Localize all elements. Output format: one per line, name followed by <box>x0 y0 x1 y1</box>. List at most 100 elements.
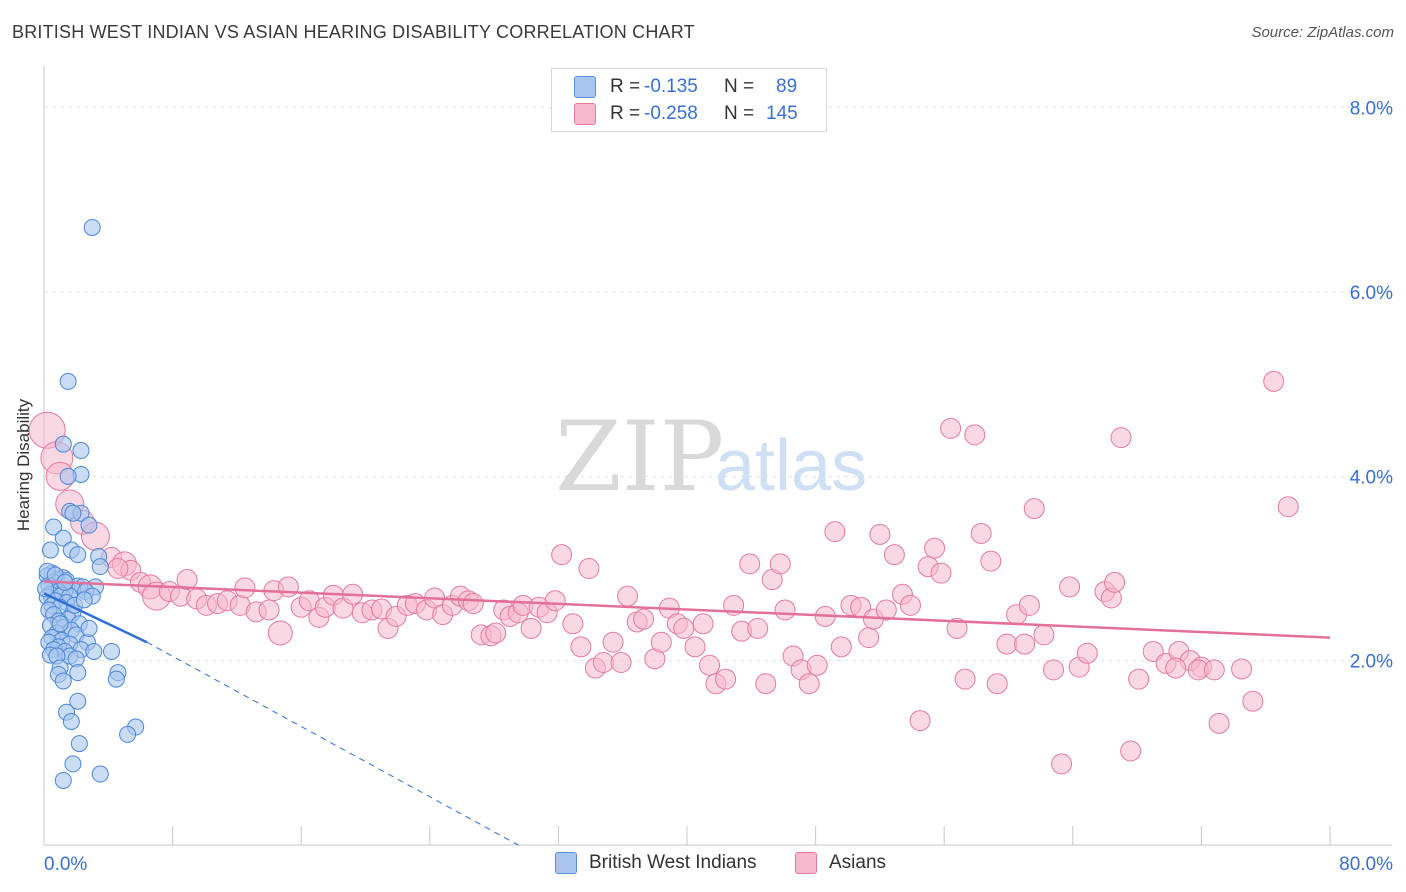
data-point-british-west-indian <box>54 435 72 453</box>
data-point-asian <box>551 544 573 566</box>
data-point-asian <box>1110 427 1132 449</box>
tick-labels: 2.0% 4.0% 6.0% 8.0% 0.0% 80.0% <box>44 99 1393 875</box>
y-axis-title: Hearing Disability <box>14 398 33 532</box>
legend-row-british-west-indians: R = -0.135 N = 89 <box>574 74 797 100</box>
legend-swatch-blue <box>574 76 596 98</box>
data-point-asian <box>899 594 921 616</box>
data-point-asian <box>578 557 600 579</box>
legend-swatch-pink <box>574 103 596 125</box>
y-axis-title-wrap: Hearing Disability <box>14 0 38 892</box>
data-point-asian <box>562 613 584 635</box>
data-point-british-west-indian <box>80 619 98 637</box>
stats-legend: R = -0.135 N = 89 R = -0.258 N = 145 <box>551 68 827 132</box>
data-point-asian <box>176 569 198 591</box>
data-point-asian <box>940 417 962 439</box>
x-tick-label-min: 0.0% <box>44 854 87 875</box>
data-point-asian <box>883 544 905 566</box>
data-point-asian <box>570 636 592 658</box>
data-point-asian <box>715 668 737 690</box>
data-point-asian <box>858 627 880 649</box>
data-point-asian <box>806 654 828 676</box>
data-point-asian <box>996 633 1018 655</box>
data-point-asian <box>986 673 1008 695</box>
data-point-asian <box>964 424 986 446</box>
data-point-asian <box>1104 571 1126 593</box>
data-point-british-west-indian <box>54 529 72 547</box>
data-point-asian <box>592 652 614 674</box>
x-tick-label-max: 80.0% <box>1339 854 1393 875</box>
trend-line-pink <box>43 580 1331 639</box>
y-tick-label: 2.0% <box>1350 652 1393 673</box>
data-point-asian <box>650 631 672 653</box>
bottom-legend-label: British West Indians <box>589 852 757 873</box>
bottom-legend-swatch-pink <box>795 852 817 874</box>
data-point-asian <box>824 521 846 543</box>
data-point-asian <box>924 537 946 559</box>
y-tick-label: 6.0% <box>1350 283 1393 304</box>
data-point-british-west-indian <box>75 591 93 609</box>
data-point-asian <box>673 617 695 639</box>
data-point-british-west-indian <box>45 518 63 536</box>
data-point-british-west-indian <box>70 735 88 753</box>
asians-points <box>28 370 1299 775</box>
data-point-british-west-indian <box>107 670 125 688</box>
data-point-asian <box>258 599 280 621</box>
data-point-british-west-indian <box>103 642 121 660</box>
data-point-british-west-indian <box>69 546 87 564</box>
data-point-asian <box>544 590 566 612</box>
legend-n-value: 145 <box>766 103 798 124</box>
data-point-asian <box>633 608 655 630</box>
legend-n-label: N = <box>724 76 755 97</box>
y-tick-label: 8.0% <box>1350 99 1393 120</box>
data-point-asian <box>1051 753 1073 775</box>
data-point-asian <box>980 550 1002 572</box>
legend-row-asians: R = -0.258 N = 145 <box>574 101 798 127</box>
data-point-asian <box>617 585 639 607</box>
data-point-asian <box>747 617 769 639</box>
data-point-asian <box>798 673 820 695</box>
legend-n-label: N = <box>724 103 755 124</box>
data-point-british-west-indian <box>69 692 87 710</box>
data-point-british-west-indian <box>59 467 77 485</box>
data-point-asian <box>1208 712 1230 734</box>
data-point-british-west-indian <box>41 541 59 559</box>
data-point-asian <box>1203 659 1225 681</box>
data-point-asian <box>1277 496 1299 518</box>
trend-lines <box>43 580 1331 846</box>
data-point-asian <box>602 631 624 653</box>
bottom-legend-british-west-indians: British West Indians <box>555 852 757 874</box>
bottom-legend-asians: Asians <box>795 852 886 874</box>
legend-r-label: R = <box>610 103 641 124</box>
data-point-asian <box>1165 657 1187 679</box>
british-west-indians-points <box>37 218 145 789</box>
legend-r-label: R = <box>610 76 641 97</box>
data-point-asian <box>755 673 777 695</box>
legend-r-value: -0.258 <box>644 103 698 124</box>
data-point-asian <box>692 613 714 635</box>
watermark-atlas: atlas <box>715 426 867 506</box>
data-point-asian <box>946 617 968 639</box>
data-point-asian <box>267 620 293 646</box>
data-point-asian <box>1231 658 1253 680</box>
data-point-asian <box>930 562 952 584</box>
data-point-asian <box>1043 659 1065 681</box>
data-point-asian <box>970 522 992 544</box>
data-point-asian <box>1023 498 1045 520</box>
data-point-asian <box>830 636 852 658</box>
data-point-asian <box>485 622 507 644</box>
data-point-british-west-indian <box>59 372 77 390</box>
data-point-asian <box>1033 624 1055 646</box>
data-point-asian <box>277 576 299 598</box>
data-point-asian <box>234 577 256 599</box>
watermark-zip: ZIP <box>555 401 724 513</box>
data-point-asian <box>699 654 721 676</box>
data-point-british-west-indian <box>54 672 72 690</box>
watermark: ZIP atlas <box>555 401 867 513</box>
data-point-asian <box>1076 642 1098 664</box>
data-point-asian <box>610 652 632 674</box>
legend-r-value: -0.135 <box>644 76 698 97</box>
data-point-asian <box>869 523 891 545</box>
trend-line-blue-extension <box>146 641 519 846</box>
data-point-british-west-indian <box>54 771 72 789</box>
